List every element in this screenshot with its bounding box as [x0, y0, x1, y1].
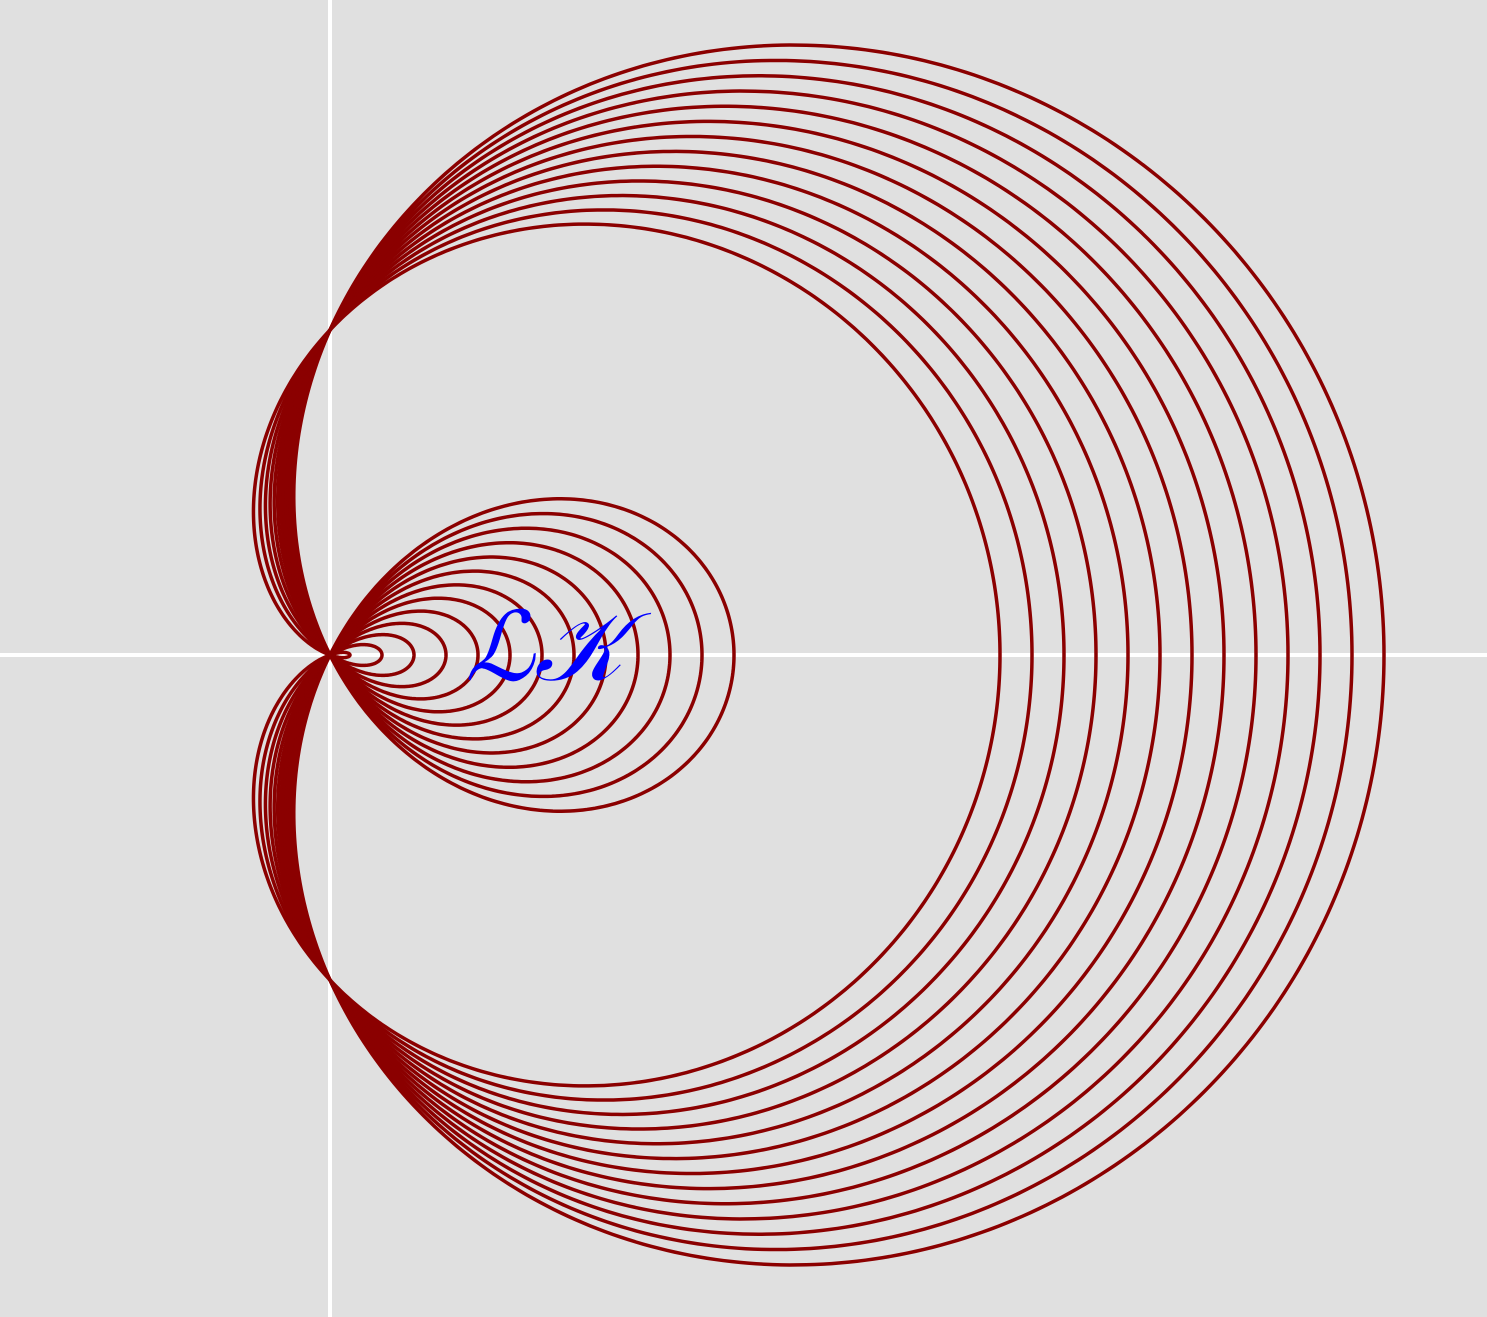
curve	[290, 58, 1354, 1252]
curve	[275, 149, 1162, 1161]
curve	[281, 119, 1226, 1191]
curve	[251, 222, 1002, 1088]
curve	[286, 89, 1290, 1221]
curve	[272, 164, 1130, 1146]
curves	[251, 43, 1386, 1267]
curve	[268, 179, 1098, 1131]
curve	[284, 104, 1258, 1206]
curve	[258, 208, 1034, 1102]
annotation: ℒ𝒦	[465, 591, 652, 703]
curve	[292, 43, 1386, 1267]
curve	[263, 193, 1066, 1117]
curve	[288, 74, 1322, 1236]
curve	[279, 134, 1194, 1176]
